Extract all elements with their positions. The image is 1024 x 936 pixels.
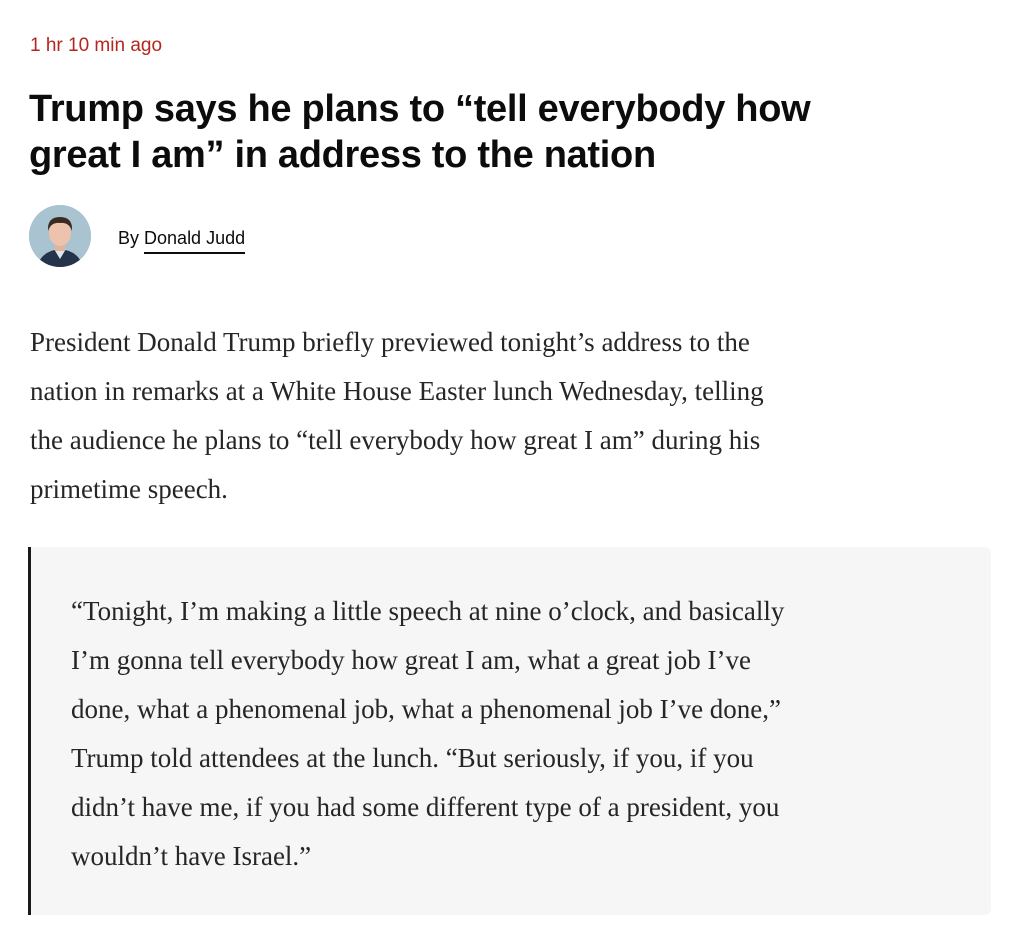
author-avatar[interactable] <box>29 205 91 267</box>
paragraph-line: primetime speech. <box>30 474 228 504</box>
byline-prefix: By <box>118 228 140 248</box>
paragraph-line: the audience he plans to “tell everybody… <box>30 425 761 455</box>
article-paragraph: President Donald Trump briefly previewed… <box>30 318 764 514</box>
quote-line: didn’t have me, if you had some differen… <box>71 792 780 822</box>
headline: Trump says he plans to “tell everybody h… <box>29 86 811 178</box>
blockquote: “Tonight, I’m making a little speech at … <box>28 547 991 915</box>
paragraph-line: President Donald Trump briefly previewed… <box>30 327 750 357</box>
paragraph-line: nation in remarks at a White House Easte… <box>30 376 764 406</box>
headline-line: Trump says he plans to “tell everybody h… <box>29 88 811 130</box>
author-photo-icon <box>29 205 91 267</box>
byline: By Donald Judd <box>118 228 246 254</box>
author-link[interactable]: Donald Judd <box>144 228 246 254</box>
quote-line: I’m gonna tell everybody how great I am,… <box>71 645 751 675</box>
quote-line: wouldn’t have Israel.” <box>71 841 312 871</box>
quote-line: “Tonight, I’m making a little speech at … <box>71 596 785 626</box>
headline-line: great I am” in address to the nation <box>29 134 656 176</box>
timestamp: 1 hr 10 min ago <box>30 35 163 56</box>
quote-text: “Tonight, I’m making a little speech at … <box>71 587 784 881</box>
quote-line: done, what a phenomenal job, what a phen… <box>71 694 782 724</box>
quote-line: Trump told attendees at the lunch. “But … <box>71 743 754 773</box>
